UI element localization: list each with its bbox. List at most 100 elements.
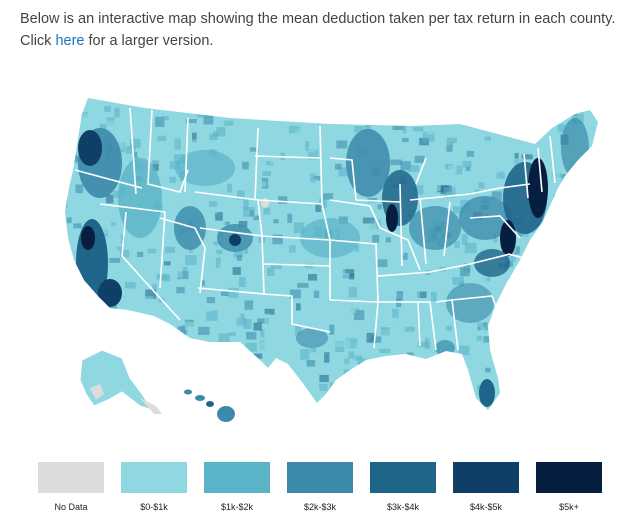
county-cell bbox=[560, 317, 568, 324]
county-cell bbox=[505, 254, 516, 262]
county-cell bbox=[253, 261, 260, 270]
county-cell bbox=[522, 320, 535, 328]
legend-label: $3k-$4k bbox=[386, 502, 420, 512]
county-cell bbox=[476, 274, 488, 285]
county-cell bbox=[207, 220, 217, 228]
county-cell bbox=[136, 376, 142, 386]
county-cell bbox=[404, 326, 415, 332]
county-cell bbox=[125, 341, 137, 347]
county-cell bbox=[125, 282, 136, 289]
county-cell bbox=[406, 111, 415, 116]
county-cell bbox=[186, 298, 194, 309]
county-cell bbox=[65, 197, 70, 208]
county-cell bbox=[295, 129, 301, 136]
county-cell bbox=[150, 256, 157, 261]
county-cell bbox=[454, 241, 460, 249]
county-cell bbox=[147, 248, 157, 254]
county-cell bbox=[466, 150, 475, 157]
county-cell bbox=[556, 200, 565, 208]
county-cell bbox=[503, 352, 515, 362]
county-cell bbox=[358, 352, 371, 363]
county-cell bbox=[545, 331, 553, 340]
county-cell bbox=[435, 155, 448, 167]
county-cell bbox=[65, 125, 76, 134]
county-cell bbox=[339, 204, 347, 210]
county-cell bbox=[104, 106, 111, 112]
county-cell bbox=[245, 399, 256, 407]
county-cell bbox=[348, 351, 355, 359]
county-cell bbox=[216, 127, 226, 137]
county-cell bbox=[164, 186, 174, 194]
county-cell bbox=[344, 358, 350, 365]
county-cell bbox=[339, 381, 349, 391]
county-cell bbox=[106, 240, 113, 246]
alaska bbox=[79, 349, 162, 414]
county-cell bbox=[65, 339, 75, 347]
county-cell bbox=[407, 165, 419, 172]
county-cell bbox=[296, 117, 307, 127]
county-cell bbox=[67, 142, 75, 150]
county-cell bbox=[496, 111, 504, 120]
county-cell bbox=[414, 155, 425, 163]
county-cell bbox=[153, 327, 162, 334]
county-cell bbox=[553, 201, 563, 210]
county-cell bbox=[183, 107, 194, 116]
county-cell bbox=[259, 341, 266, 352]
county-cell bbox=[196, 111, 206, 118]
county-cell bbox=[369, 223, 376, 229]
county-cell bbox=[266, 284, 272, 292]
county-cell bbox=[552, 391, 559, 400]
county-cell bbox=[191, 139, 202, 148]
county-cell bbox=[169, 161, 181, 169]
county-cell bbox=[349, 217, 356, 228]
county-cell bbox=[236, 134, 247, 140]
county-cell bbox=[156, 273, 168, 280]
intro-text-end: for a larger version. bbox=[84, 33, 214, 49]
county-cell bbox=[295, 379, 299, 386]
county-cell bbox=[419, 314, 431, 319]
county-cell bbox=[152, 156, 164, 164]
county-cell bbox=[293, 400, 300, 409]
county-cell bbox=[155, 354, 162, 364]
county-cell bbox=[179, 105, 189, 111]
county-cell bbox=[150, 146, 162, 152]
county-cell bbox=[575, 355, 586, 361]
county-cell bbox=[235, 397, 248, 409]
county-cell bbox=[242, 207, 255, 217]
county-cell bbox=[73, 223, 82, 229]
county-cell bbox=[341, 118, 349, 124]
county-cell bbox=[495, 126, 507, 132]
county-cell bbox=[317, 111, 326, 121]
county-cell bbox=[316, 300, 321, 309]
county-cell bbox=[397, 271, 404, 279]
county-cell bbox=[426, 127, 434, 135]
county-cell bbox=[140, 259, 152, 265]
county-cell bbox=[263, 207, 271, 215]
county-cell bbox=[67, 327, 76, 332]
county-cell bbox=[450, 369, 460, 377]
county-cell bbox=[151, 305, 158, 315]
county-choropleth-map[interactable] bbox=[30, 88, 630, 428]
county-cell bbox=[311, 279, 316, 284]
county-cell bbox=[122, 321, 135, 332]
county-cell bbox=[371, 251, 377, 259]
county-cell bbox=[276, 350, 286, 359]
county-cell bbox=[272, 234, 283, 245]
county-cell bbox=[164, 261, 171, 266]
county-cell bbox=[575, 351, 583, 361]
county-cell bbox=[293, 222, 305, 234]
county-cell bbox=[316, 118, 324, 126]
county-cell bbox=[308, 213, 315, 220]
county-cell bbox=[207, 103, 216, 113]
county-cell bbox=[180, 267, 188, 273]
county-cell bbox=[372, 234, 380, 243]
county-cell bbox=[249, 151, 262, 159]
county-cell bbox=[544, 113, 556, 124]
county-cell bbox=[329, 382, 335, 391]
legend-swatch bbox=[370, 462, 436, 493]
larger-version-link[interactable]: here bbox=[55, 33, 85, 49]
county-cell bbox=[372, 111, 382, 117]
county-cell bbox=[206, 310, 218, 321]
county-cell bbox=[218, 326, 225, 332]
county-cell bbox=[535, 266, 548, 275]
